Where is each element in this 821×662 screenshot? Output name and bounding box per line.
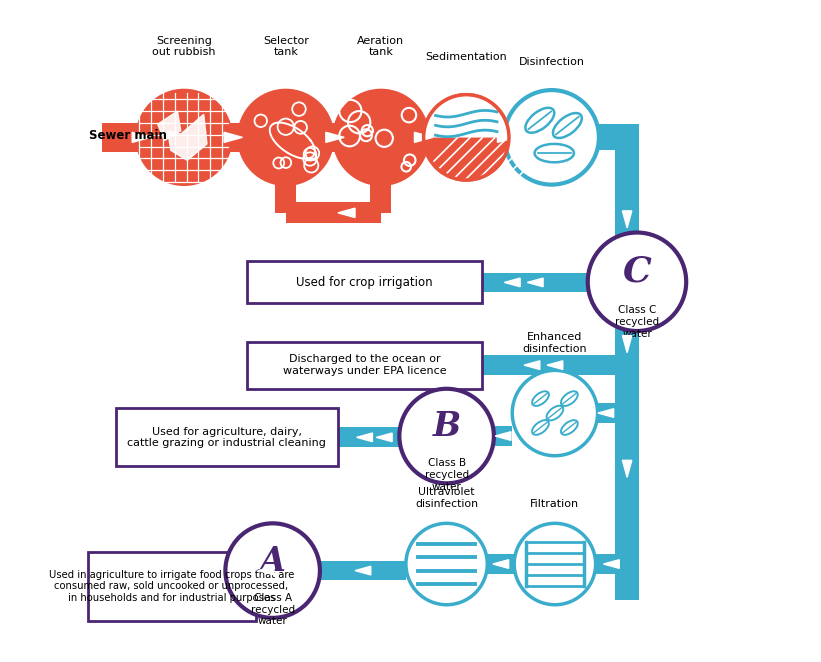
Wedge shape xyxy=(425,137,507,179)
Polygon shape xyxy=(338,208,355,218)
Text: Selector
tank: Selector tank xyxy=(263,36,309,57)
Bar xyxy=(286,203,381,223)
Circle shape xyxy=(424,95,509,180)
Polygon shape xyxy=(415,132,433,142)
Polygon shape xyxy=(622,460,632,477)
Text: Discharged to the ocean or
waterways under EPA licence: Discharged to the ocean or waterways und… xyxy=(282,354,447,376)
Circle shape xyxy=(239,90,333,185)
Text: Sewer main: Sewer main xyxy=(89,129,167,142)
Text: Used for agriculture, dairy,
cattle grazing or industrial cleaning: Used for agriculture, dairy, cattle graz… xyxy=(127,426,326,448)
Bar xyxy=(338,428,399,448)
Text: Filtration: Filtration xyxy=(530,499,580,509)
Bar xyxy=(494,426,512,446)
Polygon shape xyxy=(622,336,632,353)
Bar xyxy=(102,123,507,152)
Circle shape xyxy=(226,524,320,618)
Circle shape xyxy=(504,90,599,185)
Polygon shape xyxy=(498,132,516,142)
Text: Screening
out rubbish: Screening out rubbish xyxy=(152,36,216,57)
Polygon shape xyxy=(598,408,613,417)
Text: Used for crop irrigation: Used for crop irrigation xyxy=(296,276,433,289)
Polygon shape xyxy=(622,211,632,228)
Circle shape xyxy=(333,90,429,185)
Bar xyxy=(504,124,509,150)
Circle shape xyxy=(512,370,598,455)
Polygon shape xyxy=(493,559,509,569)
Polygon shape xyxy=(376,433,392,442)
Bar xyxy=(226,561,255,581)
Text: C: C xyxy=(622,254,651,288)
Text: Enhanced
disinfection: Enhanced disinfection xyxy=(523,332,587,354)
Bar xyxy=(275,181,296,213)
Polygon shape xyxy=(224,132,242,142)
Polygon shape xyxy=(132,132,150,142)
Polygon shape xyxy=(603,559,619,569)
Bar xyxy=(483,273,588,292)
Text: Class A
recycled
water: Class A recycled water xyxy=(250,593,295,626)
Polygon shape xyxy=(326,132,344,142)
Bar xyxy=(599,124,639,150)
Text: Sedimentation: Sedimentation xyxy=(425,52,507,62)
FancyBboxPatch shape xyxy=(247,261,482,303)
FancyBboxPatch shape xyxy=(116,408,337,466)
Bar xyxy=(320,561,406,581)
Bar xyxy=(488,554,514,574)
Polygon shape xyxy=(167,115,207,160)
Bar xyxy=(595,554,615,574)
Wedge shape xyxy=(425,96,507,137)
FancyBboxPatch shape xyxy=(247,342,482,389)
Polygon shape xyxy=(355,566,371,575)
Polygon shape xyxy=(259,566,274,575)
FancyBboxPatch shape xyxy=(88,551,255,621)
Circle shape xyxy=(588,232,686,331)
Bar xyxy=(483,355,615,375)
Text: Aeration
tank: Aeration tank xyxy=(357,36,405,57)
Polygon shape xyxy=(158,111,181,140)
Circle shape xyxy=(399,389,494,483)
Polygon shape xyxy=(527,278,544,287)
Text: A: A xyxy=(259,545,286,578)
Text: B: B xyxy=(433,410,461,444)
Bar xyxy=(598,403,615,423)
Text: Used in agriculture to irrigate food crops that are
consumed raw, sold uncooked : Used in agriculture to irrigate food cro… xyxy=(49,570,294,603)
Polygon shape xyxy=(547,361,562,369)
Bar xyxy=(615,137,639,600)
Bar xyxy=(370,181,392,213)
Text: Class B
recycled
water: Class B recycled water xyxy=(424,458,469,492)
Text: Ultraviolet
disinfection: Ultraviolet disinfection xyxy=(415,487,478,509)
Polygon shape xyxy=(524,361,540,369)
Polygon shape xyxy=(356,433,373,442)
Text: Class C
recycled
water: Class C recycled water xyxy=(615,305,659,338)
Circle shape xyxy=(514,524,595,605)
Polygon shape xyxy=(495,432,511,440)
Circle shape xyxy=(406,524,488,605)
Circle shape xyxy=(137,90,232,185)
Text: Disinfection: Disinfection xyxy=(519,57,585,67)
Polygon shape xyxy=(504,278,521,287)
